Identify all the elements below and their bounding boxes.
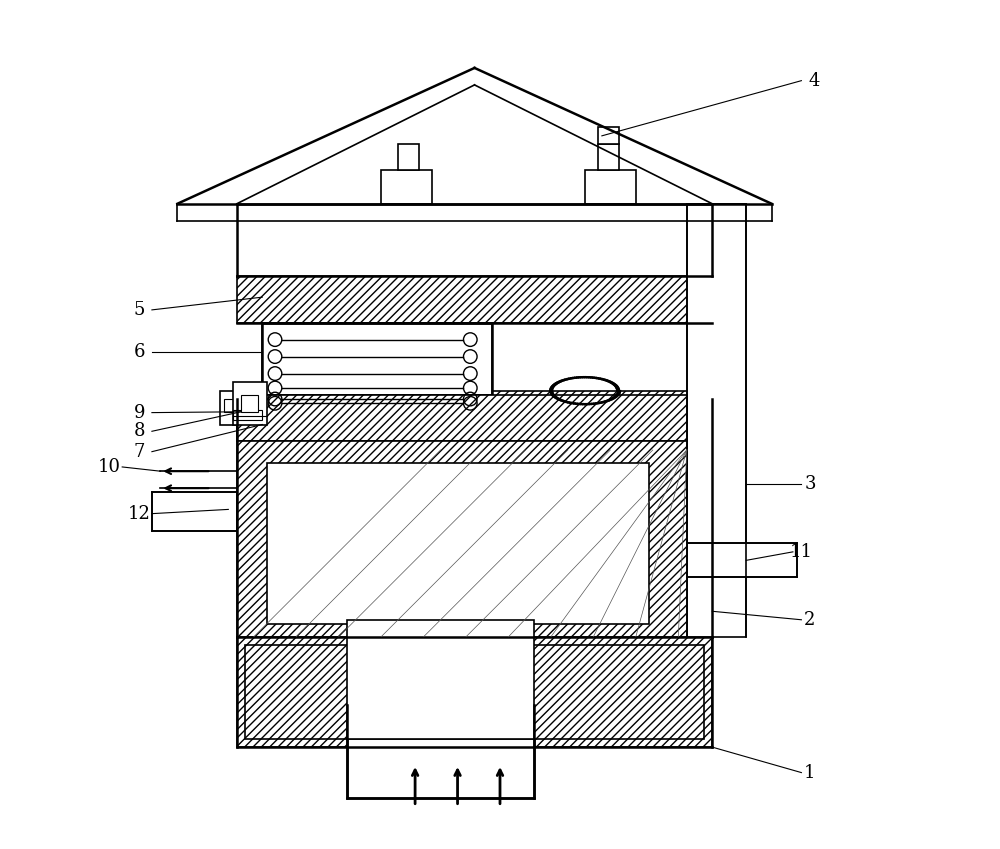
- Bar: [598, 144, 619, 170]
- Text: 1: 1: [804, 763, 816, 782]
- Text: 11: 11: [790, 543, 813, 561]
- Bar: [237, 395, 687, 441]
- Bar: [585, 170, 636, 204]
- Bar: [262, 323, 492, 395]
- Bar: [245, 645, 704, 739]
- Bar: [220, 391, 262, 424]
- Text: 7: 7: [133, 442, 145, 461]
- Bar: [237, 276, 712, 323]
- Text: 6: 6: [133, 343, 145, 362]
- Text: 12: 12: [128, 504, 151, 523]
- Bar: [241, 395, 258, 412]
- Text: 4: 4: [808, 71, 820, 90]
- Bar: [262, 323, 492, 395]
- Text: 3: 3: [804, 475, 816, 493]
- Bar: [381, 170, 432, 204]
- Text: 2: 2: [804, 610, 816, 629]
- Bar: [237, 391, 712, 441]
- Bar: [398, 144, 419, 170]
- Bar: [237, 441, 687, 637]
- Bar: [267, 463, 649, 624]
- Text: 10: 10: [98, 458, 121, 476]
- Bar: [152, 492, 237, 531]
- Bar: [237, 637, 712, 747]
- Bar: [598, 127, 619, 144]
- Text: 9: 9: [133, 403, 145, 422]
- Bar: [687, 543, 797, 577]
- Bar: [233, 382, 267, 424]
- Bar: [233, 410, 262, 420]
- Bar: [687, 204, 746, 637]
- Bar: [347, 713, 534, 798]
- Bar: [347, 620, 534, 739]
- Text: 8: 8: [133, 422, 145, 441]
- Text: 5: 5: [133, 301, 145, 319]
- Bar: [224, 399, 245, 412]
